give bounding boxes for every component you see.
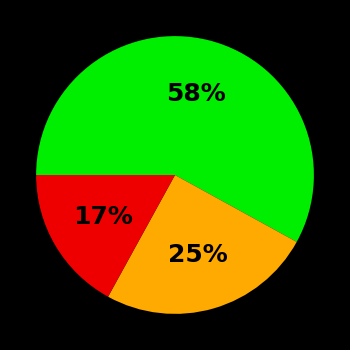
Text: 58%: 58% xyxy=(166,82,226,106)
Text: 17%: 17% xyxy=(74,205,133,229)
Wedge shape xyxy=(108,175,297,314)
Wedge shape xyxy=(36,175,175,297)
Wedge shape xyxy=(36,36,314,242)
Text: 25%: 25% xyxy=(168,243,228,267)
